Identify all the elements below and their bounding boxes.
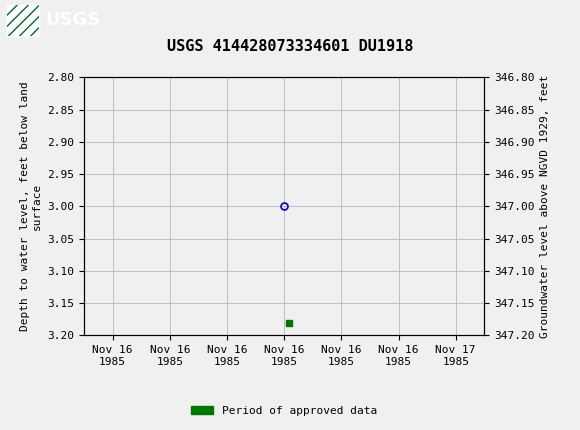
Text: USGS: USGS [45, 11, 100, 29]
Bar [7, 5, 39, 36]
Bar [7, 5, 39, 36]
Y-axis label: Groundwater level above NGVD 1929, feet: Groundwater level above NGVD 1929, feet [540, 75, 550, 338]
Y-axis label: Depth to water level, feet below land
surface: Depth to water level, feet below land su… [20, 82, 42, 331]
Legend: Period of approved data: Period of approved data [187, 401, 382, 420]
Text: USGS 414428073334601 DU1918: USGS 414428073334601 DU1918 [167, 39, 413, 54]
